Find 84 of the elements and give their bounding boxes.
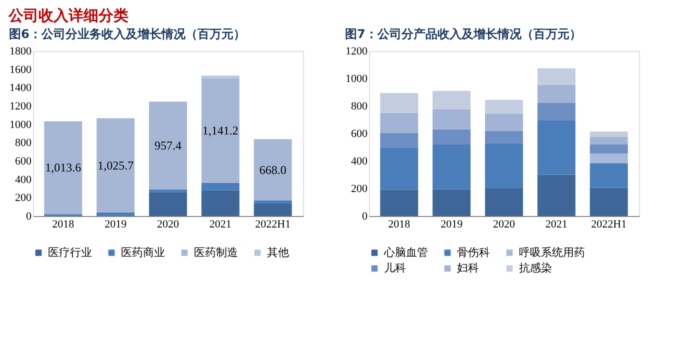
- bar: [485, 188, 523, 216]
- x-tick-label: 2022H1: [255, 218, 291, 230]
- bar: [254, 200, 292, 204]
- bar: [485, 100, 523, 114]
- bar: [590, 163, 628, 188]
- chart-title: 图7：公司分产品收入及增长情况（百万元）: [345, 27, 582, 41]
- y-tick-label: 1400: [10, 82, 32, 94]
- bar: [149, 192, 187, 216]
- bar: [149, 102, 187, 190]
- x-tick-label: 2022H1: [591, 218, 627, 230]
- bar: [432, 144, 471, 190]
- y-tick-label: 800: [15, 137, 32, 150]
- bar: [44, 121, 82, 214]
- y-tick-label: 600: [351, 128, 368, 140]
- data-label: 1,013.6: [45, 160, 82, 175]
- x-tick-label: 2019: [440, 218, 464, 230]
- legend-label: 骨伤科: [457, 246, 490, 259]
- bar: [537, 84, 576, 103]
- y-tick-label: 0: [362, 210, 368, 222]
- x-tick-label: 2021: [545, 218, 568, 230]
- bar: [537, 68, 576, 85]
- bar: [537, 102, 576, 120]
- text: 心脑血管: [383, 246, 428, 259]
- data-label: 1,141.2: [202, 124, 238, 138]
- legend-label: 妇科: [457, 262, 479, 274]
- y-tick-label: 1200: [346, 46, 368, 58]
- legend-label: 抗感染: [519, 262, 552, 274]
- bar: [201, 190, 240, 216]
- bar: [590, 188, 628, 216]
- bar: [201, 183, 240, 190]
- y-tick-label: 1600: [10, 64, 32, 76]
- y-tick-label: 1000: [346, 73, 368, 85]
- y-tick-label: 200: [15, 192, 32, 204]
- x-tick-label: 2020: [493, 218, 516, 230]
- bar: [380, 132, 418, 148]
- y-tick-label: 400: [15, 174, 32, 186]
- bar: [485, 143, 523, 188]
- y-tick-label: 400: [351, 156, 368, 168]
- legend-label: 医疗行业: [48, 246, 92, 259]
- bar: [96, 118, 135, 212]
- bar: [485, 114, 523, 131]
- bar: [432, 90, 471, 110]
- bar: [432, 109, 471, 130]
- bar: [380, 112, 418, 133]
- chart-title: 图6：公司分业务收入及增长情况（百万元）: [9, 27, 246, 41]
- x-tick-label: 2021: [209, 218, 232, 230]
- y-tick-label: 600: [15, 156, 32, 168]
- x-tick-label: 2020: [157, 218, 180, 230]
- legend-label: 医药商业: [121, 246, 165, 259]
- bar: [590, 144, 628, 154]
- y-tick-label: 800: [351, 100, 368, 112]
- bar: [380, 148, 418, 190]
- y-tick-label: 1000: [10, 118, 32, 131]
- bar: [254, 203, 292, 216]
- data-label: 668.0: [259, 162, 286, 177]
- y-tick-label: 0: [26, 210, 32, 222]
- bar: [149, 189, 187, 192]
- bar: [201, 76, 240, 78]
- bar: [254, 139, 292, 200]
- data-label: 957.4: [154, 138, 182, 153]
- x-tick-label: 2018: [388, 218, 411, 230]
- y-tick-label: 200: [351, 183, 368, 195]
- legend-label: 儿科: [384, 262, 406, 274]
- legend-label: 医药制造: [194, 246, 238, 259]
- text: 公司收入详细分类: [8, 6, 128, 24]
- legend-label: 其他: [267, 246, 289, 259]
- legend-label: 呼吸系统用药: [519, 246, 585, 259]
- bar: [537, 120, 576, 175]
- bar: [590, 136, 628, 144]
- bar: [96, 212, 135, 216]
- y-tick-label: 1200: [10, 100, 32, 112]
- bar: [201, 78, 240, 183]
- data-label: 1,025.7: [98, 158, 134, 172]
- bar: [485, 130, 523, 144]
- x-tick-label: 2018: [52, 218, 75, 230]
- bar: [432, 129, 471, 144]
- bar: [380, 190, 418, 216]
- y-tick-label: 1800: [10, 46, 32, 58]
- bar: [537, 174, 576, 216]
- bar: [380, 92, 418, 113]
- bar: [432, 189, 471, 216]
- bar: [590, 153, 628, 164]
- x-tick-label: 2019: [104, 218, 128, 230]
- bar: [590, 131, 628, 137]
